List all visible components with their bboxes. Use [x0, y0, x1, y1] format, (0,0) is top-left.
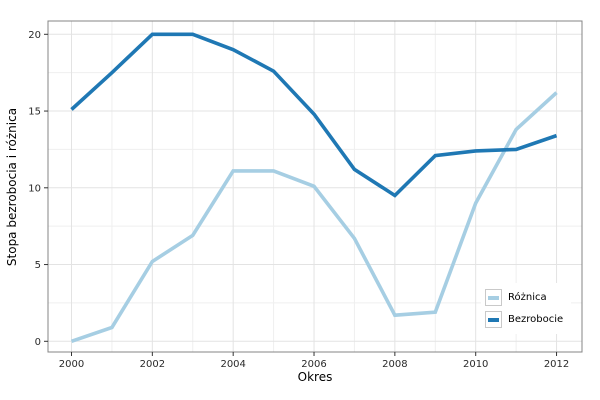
- roznica-line-swatch: [488, 295, 499, 300]
- legend-label: Różnica: [508, 292, 547, 303]
- x-axis-title: Okres: [297, 370, 333, 384]
- y-axis-title: Stopa bezrobocia i różnica: [5, 107, 19, 267]
- y-tick-label: 10: [28, 183, 41, 194]
- bezrobocie-line-swatch: [488, 317, 499, 322]
- legend-key-box: [485, 289, 502, 306]
- legend-key-box: [485, 311, 502, 328]
- legend-label: Bezrobocie: [508, 314, 564, 325]
- x-tick-label: 2004: [220, 359, 245, 370]
- x-tick-label: 2010: [463, 359, 488, 370]
- y-tick-label: 0: [35, 337, 41, 348]
- series-line-różnica: [70, 91, 558, 344]
- y-tick-label: 15: [28, 107, 41, 118]
- x-tick-label: 2006: [301, 359, 326, 370]
- y-tick-label: 20: [28, 30, 41, 41]
- legend-item-roznica: Różnica: [485, 289, 563, 306]
- x-tick-label: 2000: [59, 359, 84, 370]
- x-tick-label: 2008: [382, 359, 407, 370]
- series-line-bezrobocie: [70, 32, 558, 198]
- y-tick-label: 5: [35, 260, 41, 271]
- legend: Różnica Bezrobocie: [481, 283, 572, 334]
- legend-item-bezrobocie: Bezrobocie: [485, 311, 563, 328]
- x-tick-label: 2012: [544, 359, 569, 370]
- x-tick-label: 2002: [140, 359, 165, 370]
